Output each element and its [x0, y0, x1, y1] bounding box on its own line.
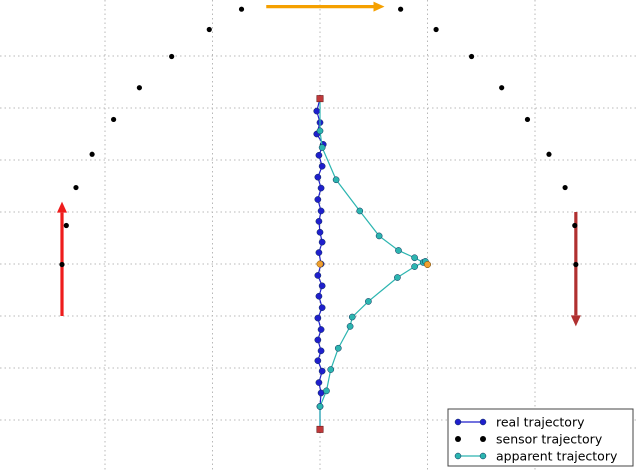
data-point	[327, 366, 335, 373]
data-point	[573, 261, 579, 268]
data-point	[315, 292, 323, 300]
data-point	[318, 367, 326, 375]
data-point	[394, 274, 401, 281]
start-point	[316, 95, 324, 103]
arrow-head	[57, 201, 67, 213]
data-point	[314, 357, 322, 365]
data-point	[314, 173, 322, 181]
arrow-head	[570, 315, 581, 327]
data-point	[562, 184, 568, 191]
data-point	[316, 127, 324, 135]
data-point	[365, 298, 372, 305]
data-point	[334, 344, 342, 352]
data-point	[395, 247, 402, 254]
data-point	[314, 272, 322, 279]
data-point	[546, 151, 552, 157]
data-point	[315, 249, 323, 256]
data-point	[314, 314, 322, 322]
legend-marker	[480, 436, 486, 442]
legend-marker	[479, 418, 487, 426]
right-downward-arrow	[570, 212, 581, 327]
data-point	[398, 6, 404, 12]
data-point	[315, 379, 323, 386]
data-point	[524, 116, 531, 123]
data-point	[318, 144, 326, 151]
data-point	[411, 263, 418, 270]
data-point	[375, 232, 383, 240]
data-point	[348, 313, 356, 321]
legend-entry: real trajectory	[454, 415, 585, 430]
legend-label: apparent trajectory	[496, 449, 618, 464]
data-point	[89, 151, 95, 157]
data-point	[314, 336, 322, 344]
data-point	[317, 184, 325, 192]
series-apparent-trajectory	[316, 95, 431, 433]
top-rightward-arrow	[266, 1, 385, 12]
legend-marker	[454, 418, 462, 426]
data-point	[316, 403, 324, 410]
data-point	[317, 326, 325, 333]
data-point	[318, 238, 326, 246]
data-point	[59, 261, 65, 268]
legend-marker	[455, 436, 461, 442]
data-point	[238, 6, 245, 12]
data-point	[318, 304, 326, 312]
data-point	[433, 26, 439, 33]
data-point	[346, 323, 354, 330]
data-point	[318, 162, 326, 170]
data-point	[318, 282, 326, 290]
data-point	[499, 85, 505, 91]
data-point	[313, 107, 321, 115]
data-point	[411, 254, 418, 262]
data-point	[316, 228, 324, 236]
data-point	[572, 222, 578, 229]
legend-entry: apparent trajectory	[454, 449, 618, 464]
data-point	[169, 53, 175, 60]
legend-marker	[479, 452, 487, 460]
center-point	[316, 260, 324, 268]
data-point	[332, 176, 340, 184]
data-point	[356, 207, 364, 215]
end-point	[316, 425, 324, 433]
legend-label: sensor trajectory	[496, 432, 603, 447]
data-point	[468, 53, 475, 60]
data-point	[317, 347, 325, 355]
data-point	[315, 218, 323, 225]
data-point	[63, 222, 69, 229]
series-sensor-trajectory	[59, 6, 579, 268]
series-layer	[59, 6, 579, 433]
data-point	[206, 26, 212, 33]
arrow-head	[373, 1, 385, 12]
data-point	[111, 116, 117, 123]
data-point	[73, 184, 79, 191]
data-point	[317, 207, 325, 215]
data-point	[323, 387, 330, 395]
data-point	[314, 196, 322, 203]
left-upward-arrow	[57, 201, 67, 316]
legend-marker	[454, 452, 462, 460]
data-point	[136, 85, 142, 91]
apex-point	[424, 261, 431, 268]
data-point	[315, 151, 323, 159]
legend: real trajectory sensor trajectory apparent…	[447, 408, 634, 467]
special-markers	[316, 95, 431, 433]
legend-entry: sensor trajectory	[455, 432, 603, 447]
legend-label: real trajectory	[496, 415, 585, 430]
